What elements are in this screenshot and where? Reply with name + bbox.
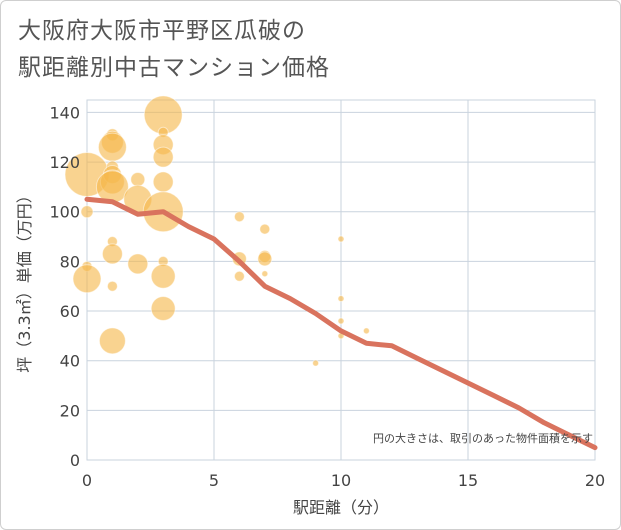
data-point	[150, 263, 176, 289]
data-point	[233, 211, 245, 223]
data-point	[101, 243, 123, 265]
x-tick-labels: 0 5 10 15 20	[82, 471, 605, 490]
y-tick-label: 100	[49, 203, 80, 222]
x-tick-label: 15	[458, 471, 478, 490]
chart-title: 大阪府大阪市平野区瓜破の 駅距離別中古マンション価格	[18, 13, 330, 87]
data-point	[233, 270, 245, 282]
data-point	[72, 264, 102, 294]
data-point	[130, 171, 146, 187]
data-point	[150, 296, 176, 322]
data-point	[80, 205, 94, 219]
data-point	[337, 295, 345, 303]
data-point	[261, 270, 269, 278]
data-point	[106, 280, 118, 292]
y-tick-label: 60	[60, 302, 80, 321]
data-point	[97, 132, 127, 162]
data-point	[337, 235, 345, 243]
trend-line	[84, 196, 598, 451]
data-point	[152, 146, 174, 168]
data-point	[362, 327, 370, 335]
size-note: 円の大きさは、取引のあった物件面積を示す	[373, 431, 593, 445]
y-tick-labels: 0 20 40 60 80 100 120 140	[49, 103, 80, 470]
y-tick-label: 0	[70, 451, 80, 470]
data-point	[259, 223, 271, 235]
data-point	[312, 359, 320, 367]
y-tick-label: 120	[49, 153, 80, 172]
y-tick-label: 40	[60, 352, 80, 371]
y-tick-label: 20	[60, 401, 80, 420]
x-tick-label: 5	[209, 471, 219, 490]
y-tick-label: 140	[49, 103, 80, 122]
data-point	[152, 171, 174, 193]
y-tick-label: 80	[60, 252, 80, 271]
x-tick-label: 0	[82, 471, 92, 490]
data-point	[98, 327, 126, 355]
data-point	[127, 253, 149, 275]
x-tick-label: 10	[331, 471, 351, 490]
x-tick-label: 20	[585, 471, 605, 490]
bubbles	[64, 95, 370, 367]
chart-title-line-1: 大阪府大阪市平野区瓜破の	[18, 18, 306, 44]
chart-title-line-2: 駅距離別中古マンション価格	[18, 55, 330, 81]
y-axis-label: 坪（3.3㎡）単価（万円）	[15, 187, 34, 372]
x-axis-label: 駅距離（分）	[293, 498, 389, 517]
data-point	[337, 317, 345, 325]
data-point	[257, 251, 273, 267]
